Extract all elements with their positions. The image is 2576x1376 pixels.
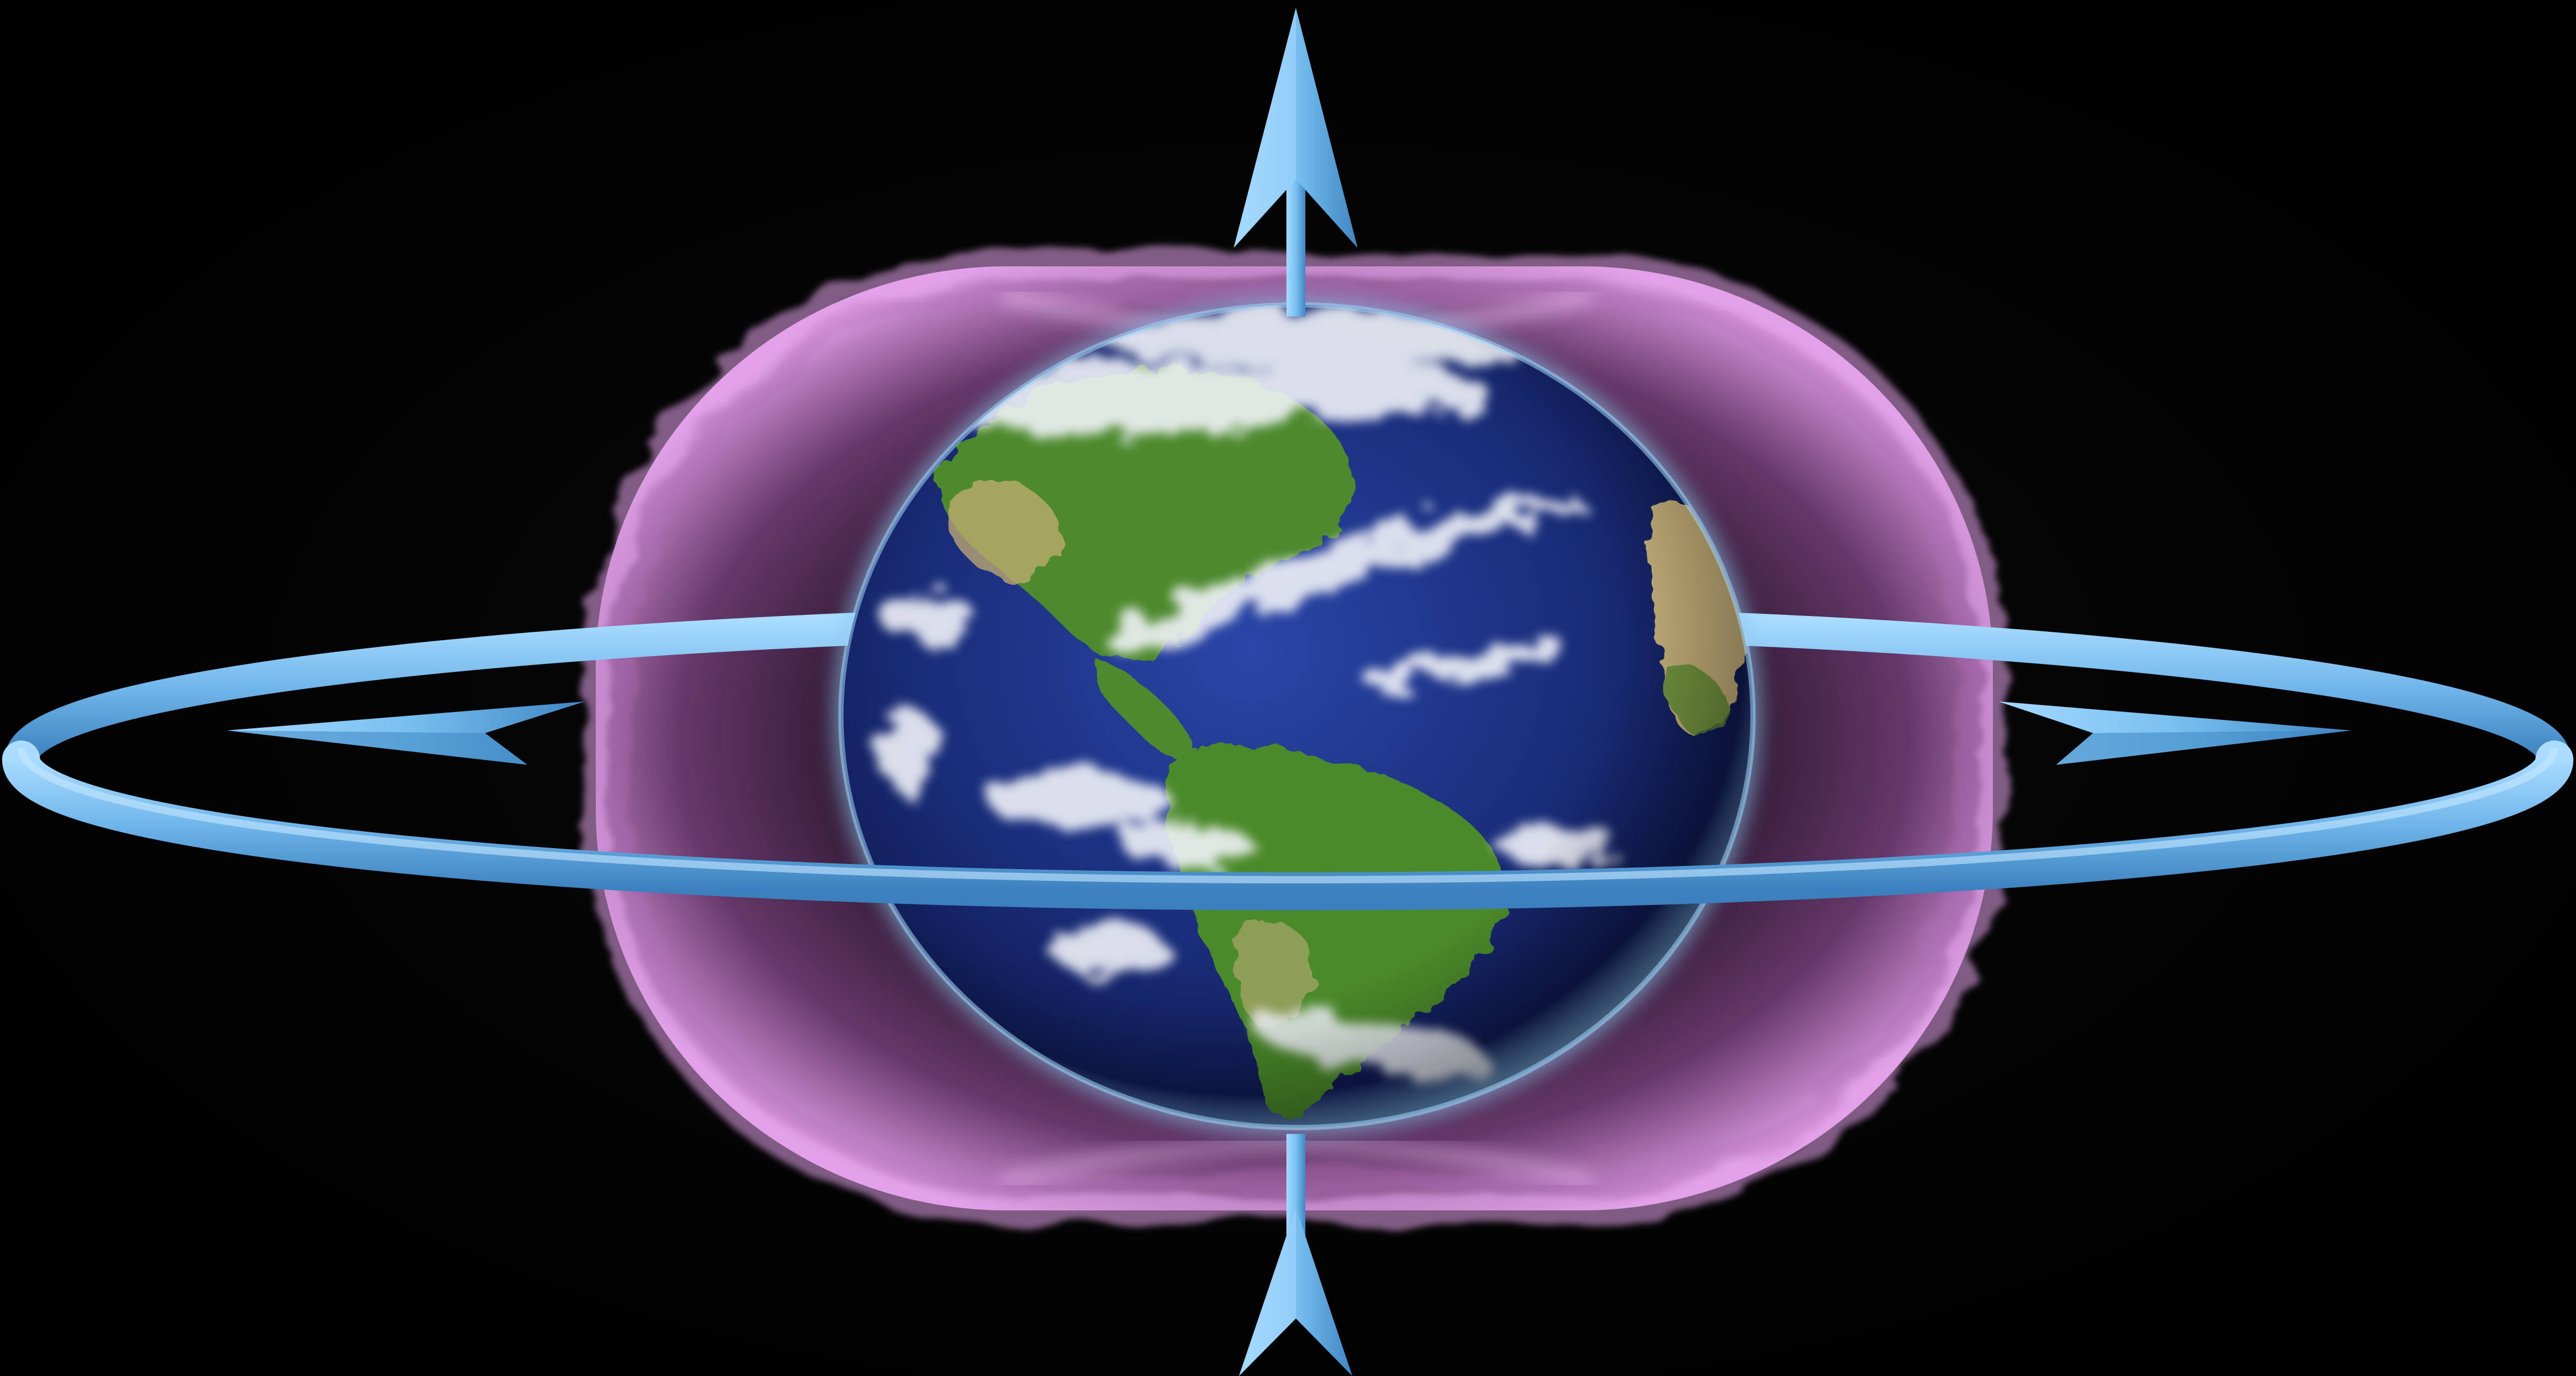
- arrow-left-icon: [227, 701, 585, 765]
- north-axis-arrow: [1234, 8, 1358, 316]
- south-axis-arrow: [1239, 1134, 1352, 1376]
- arrow-right-icon: [1998, 701, 2351, 765]
- equatorial-ring: [2, 740, 2573, 911]
- earth-globe: [833, 297, 1761, 1136]
